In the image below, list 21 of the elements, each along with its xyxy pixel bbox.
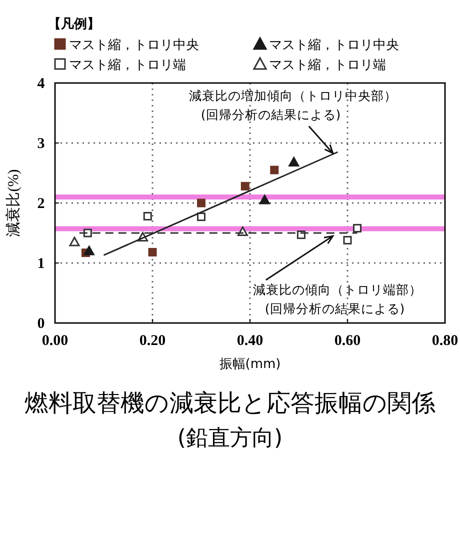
- y-tick-label: 1: [37, 256, 45, 272]
- legend-title: 【凡例】: [48, 16, 100, 32]
- annotation: 減衰比の傾向（トロリ端部） (回帰分析の結果による): [252, 282, 422, 316]
- legend-label: マスト縮，トロリ端: [69, 58, 186, 73]
- x-tick-label: 0.80: [432, 333, 458, 349]
- y-tick-label: 3: [37, 136, 45, 152]
- x-tick-label: 0.60: [334, 333, 361, 349]
- x-tick-label: 0.20: [139, 333, 166, 349]
- x-tick-label: 0.40: [236, 333, 264, 349]
- y-tick-label: 0: [37, 316, 45, 332]
- x-tick-label: 0.00: [42, 333, 68, 349]
- text: (鉛直方向): [177, 426, 283, 451]
- y-axis-title: 減衰比(%): [5, 169, 22, 237]
- x-axis-title: 振幅(mm): [219, 357, 281, 372]
- text: 燃料取替機の減衰比と応答振幅の関係: [24, 389, 436, 417]
- annotation: 減衰比の増加傾向（トロリ中央部） (回帰分析の結果による): [188, 88, 397, 122]
- legend-label: マスト縮，トロリ中央: [269, 38, 399, 53]
- legend-label: マスト縮，トロリ端: [269, 58, 386, 73]
- y-tick-label: 4: [37, 76, 46, 92]
- y-tick-label: 2: [37, 196, 45, 212]
- legend-label: マスト縮，トロリ中央: [69, 38, 199, 53]
